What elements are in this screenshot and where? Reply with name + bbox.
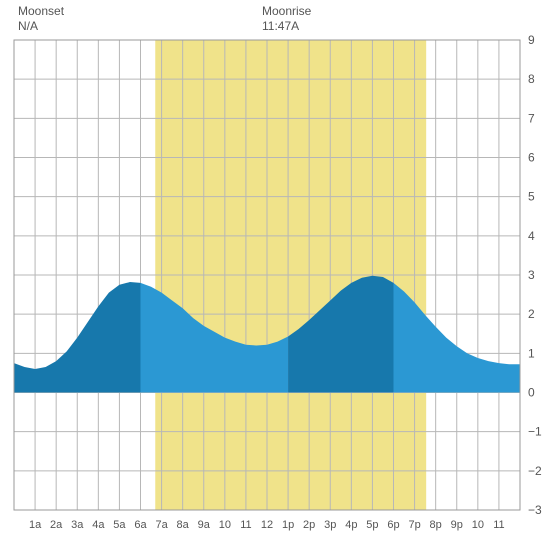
y-tick-label: −3 (528, 503, 542, 517)
x-tick-label: 4a (92, 519, 105, 531)
moonset-value: N/A (18, 19, 64, 34)
moonrise-value: 11:47A (262, 19, 311, 34)
x-tick-label: 10 (472, 519, 484, 531)
y-tick-label: 6 (528, 151, 535, 165)
x-tick-label: 10 (219, 519, 231, 531)
y-tick-label: 4 (528, 229, 535, 243)
y-tick-label: −2 (528, 464, 542, 478)
x-tick-label: 3p (324, 519, 336, 531)
moonset-title: Moonset (18, 4, 64, 19)
x-tick-label: 11 (493, 519, 504, 531)
x-tick-label: 7a (155, 519, 168, 531)
x-tick-label: 9a (198, 519, 211, 531)
x-tick-label: 1a (29, 519, 42, 531)
y-tick-label: 2 (528, 307, 535, 321)
x-tick-label: 7p (408, 519, 420, 531)
x-tick-label: 8p (430, 519, 442, 531)
x-tick-label: 8a (177, 519, 190, 531)
y-tick-label: 0 (528, 386, 535, 400)
x-tick-label: 11 (240, 519, 251, 531)
moonrise-label: Moonrise 11:47A (262, 4, 311, 34)
x-tick-label: 12 (261, 519, 273, 531)
x-tick-label: 5p (366, 519, 378, 531)
y-tick-label: 7 (528, 111, 535, 125)
x-tick-label: 5a (113, 519, 126, 531)
x-tick-label: 9p (451, 519, 463, 531)
y-tick-label: −1 (528, 425, 542, 439)
y-tick-label: 5 (528, 190, 535, 204)
moonset-label: Moonset N/A (18, 4, 64, 34)
y-tick-label: 3 (528, 268, 535, 282)
y-tick-label: 1 (528, 346, 535, 360)
x-tick-label: 3a (71, 519, 84, 531)
x-tick-label: 6a (134, 519, 147, 531)
x-tick-label: 4p (345, 519, 357, 531)
x-tick-label: 6p (387, 519, 399, 531)
moonrise-title: Moonrise (262, 4, 311, 19)
tide-chart: −3−2−101234567891a2a3a4a5a6a7a8a9a101112… (0, 0, 550, 550)
x-tick-label: 1p (282, 519, 294, 531)
x-tick-label: 2p (303, 519, 315, 531)
y-tick-label: 9 (528, 33, 535, 47)
x-tick-label: 2a (50, 519, 63, 531)
tide-chart-container: Moonset N/A Moonrise 11:47A −3−2−1012345… (0, 0, 550, 550)
y-tick-label: 8 (528, 72, 535, 86)
